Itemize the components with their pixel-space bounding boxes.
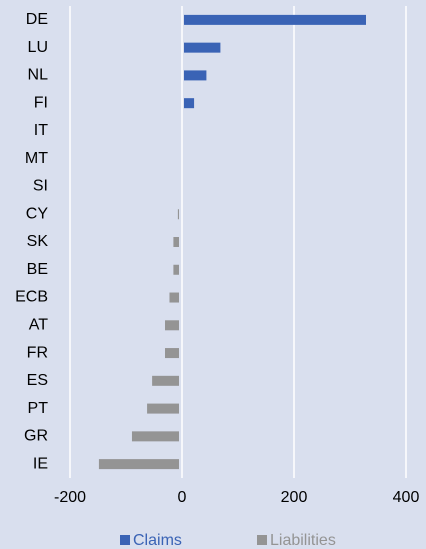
y-tick-label: CY [26,205,49,222]
y-tick-label: FI [34,94,48,111]
y-tick-label: MT [25,150,48,167]
x-tick-label: 0 [178,489,187,506]
bar [184,98,195,109]
bar [147,403,179,414]
x-tick-label: 400 [393,489,420,506]
x-tick-label: 200 [281,489,308,506]
y-tick-label: PT [28,400,49,417]
y-tick-label: AT [29,317,48,334]
bar [98,459,179,470]
bar [184,14,366,25]
y-tick-label: GR [24,428,48,445]
y-tick-label: IE [33,455,48,472]
bar [131,431,179,442]
bar [184,70,207,81]
bar [173,264,179,275]
bar [165,320,179,331]
bar [184,42,221,53]
y-tick-label: FR [27,344,48,361]
legend-swatch [257,535,267,545]
y-tick-label: SK [27,233,49,250]
x-tick-label: -200 [54,489,86,506]
bar [177,209,179,220]
y-tick-label: ES [27,372,48,389]
y-tick-label: BE [27,261,48,278]
bar [152,375,179,386]
y-tick-label: DE [26,11,48,28]
bar [169,292,179,303]
bar [165,348,179,359]
y-tick-label: SI [33,178,48,195]
y-tick-label: NL [28,67,49,84]
legend-label: Liabilities [270,532,336,549]
bar [173,237,179,247]
y-tick-label: LU [28,39,48,56]
y-tick-label: IT [34,122,48,139]
legend-label: Claims [133,532,182,549]
y-tick-label: ECB [15,289,48,306]
legend-swatch [120,535,130,545]
